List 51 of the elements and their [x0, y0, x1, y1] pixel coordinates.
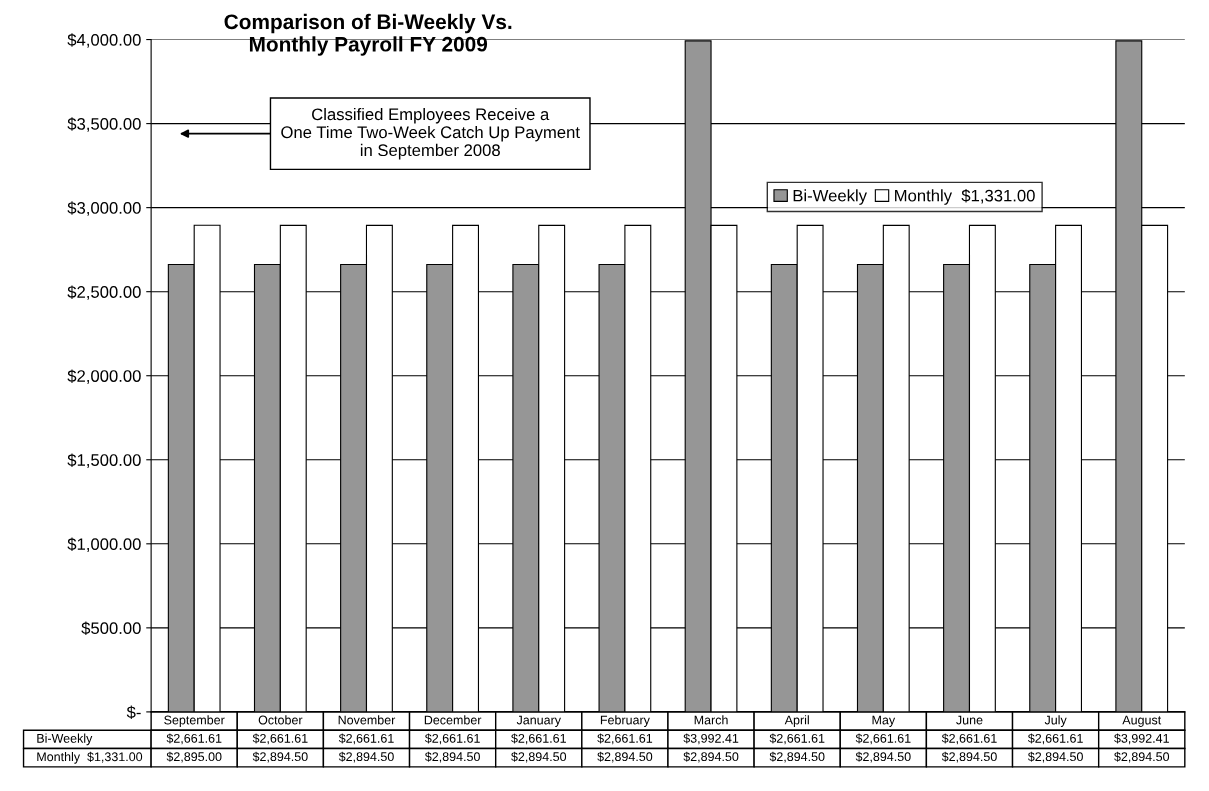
- y-tick-label: $-: [126, 705, 141, 720]
- data-label: $2,661.61: [597, 733, 653, 745]
- data-label: $2,894.50: [252, 751, 308, 763]
- text: Monthly $1,331.00: [37, 751, 143, 764]
- x-tick-label: October: [258, 715, 303, 725]
- y-tick-label: $3,500.00: [67, 117, 141, 132]
- x-tick-label: June: [956, 715, 983, 725]
- data-label: $2,661.61: [338, 733, 394, 745]
- y-tick-label: $1,500.00: [67, 453, 141, 468]
- data-label: $2,661.61: [252, 733, 308, 745]
- y-tick-label: $3,000.00: [67, 201, 141, 216]
- y-tick-label: $1,000.00: [67, 537, 141, 552]
- x-tick-label: July: [1044, 715, 1067, 727]
- data-label: $2,894.50: [1114, 751, 1170, 763]
- data-label: $3,992.41: [683, 733, 739, 745]
- x-tick-label: December: [424, 715, 482, 725]
- data-label: $2,894.50: [597, 751, 653, 763]
- data-label: $2,661.61: [769, 733, 825, 745]
- x-tick-label: February: [600, 715, 650, 727]
- y-tick-label: $2,000.00: [67, 369, 141, 384]
- data-label: $2,895.00: [166, 751, 222, 763]
- legend-label: Monthly $1,331.00: [895, 189, 1035, 205]
- data-label: $2,661.61: [941, 733, 997, 745]
- data-label: $2,661.61: [855, 733, 911, 745]
- chart-title: Comparison of Bi-Weekly Vs. Monthly Payroll FY 2009: [224, 13, 512, 56]
- data-label: $2,661.61: [166, 733, 222, 745]
- y-tick-label: $4,000.00: [67, 33, 141, 48]
- text: Bi-Weekly: [37, 733, 93, 746]
- x-tick-label: September: [164, 715, 225, 727]
- y-tick-label: $2,500.00: [67, 285, 141, 300]
- data-label: $2,894.50: [424, 751, 480, 763]
- x-tick-label: January: [516, 715, 561, 727]
- data-label: $2,894.50: [683, 751, 739, 763]
- data-label: $2,894.50: [769, 751, 825, 763]
- x-tick-label: November: [338, 715, 396, 725]
- annotation: Classified Employees Receive a One Time Two-Week Catch Up Payment in September 2008: [281, 107, 580, 160]
- data-label: $2,661.61: [1027, 733, 1083, 745]
- data-label: $2,661.61: [511, 733, 566, 745]
- legend-label: Bi-Weekly: [793, 189, 867, 205]
- x-tick-label: May: [872, 715, 896, 727]
- y-tick-label: $500.00: [81, 621, 141, 636]
- data-label: $2,894.50: [855, 751, 911, 763]
- data-label: $3,992.41: [1114, 733, 1169, 745]
- x-tick-label: March: [694, 715, 728, 725]
- x-tick-label: April: [784, 715, 809, 727]
- data-label: $2,661.61: [424, 733, 480, 745]
- data-label: $2,894.50: [1027, 751, 1083, 763]
- data-label: $2,894.50: [338, 751, 394, 763]
- data-label: $2,894.50: [941, 751, 997, 763]
- data-label: $2,894.50: [511, 751, 567, 763]
- x-tick-label: August: [1122, 715, 1162, 727]
